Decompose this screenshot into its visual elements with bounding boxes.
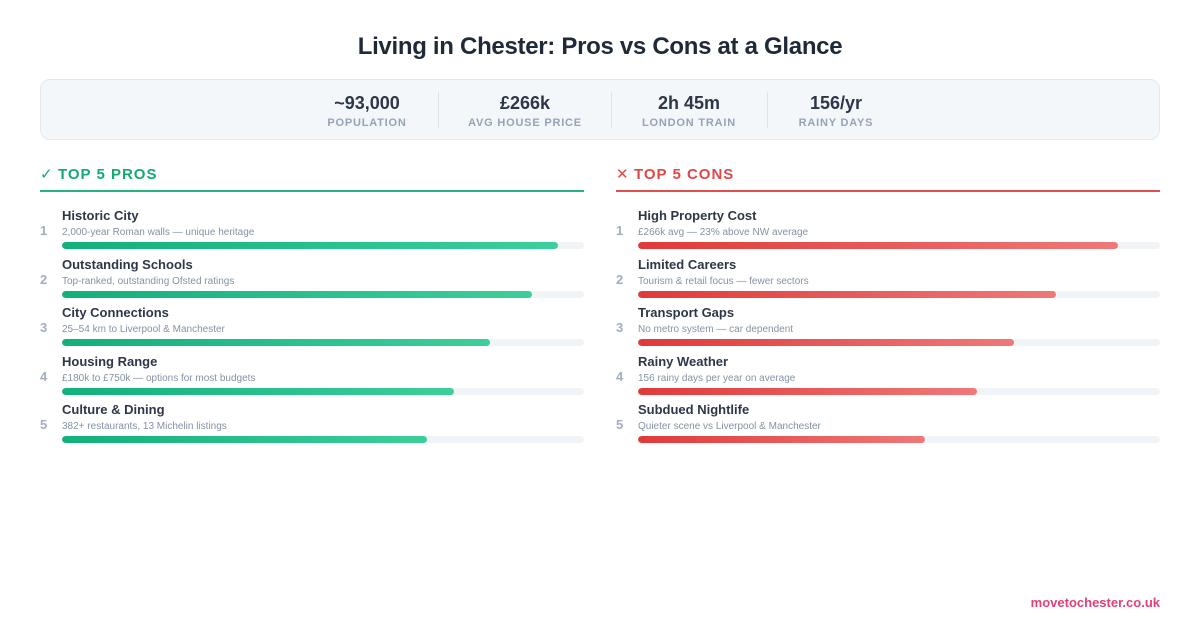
cons-item: 3 Transport Gaps No metro system — car dep…: [616, 305, 1160, 354]
pros-column: ✓ TOP 5 PROS 1 Historic City 2,000-year Rom…: [40, 164, 584, 443]
check-icon: ✓: [40, 166, 54, 183]
item-description: 382+ restaurants, 13 Michelin listings: [62, 421, 227, 432]
score-bar-track: [638, 436, 1160, 443]
item-description: £266k avg — 23% above NW average: [638, 227, 809, 238]
item-title: Housing Range: [62, 353, 158, 369]
item-description: Tourism & retail focus — fewer sectors: [638, 275, 809, 287]
score-bar-track: [638, 242, 1160, 249]
cons-item: 2 Limited Careers Tourism & retail focus —…: [616, 257, 1160, 306]
cons-heading: ✕ TOP 5 CONS: [616, 164, 1160, 192]
score-bar-fill: [62, 339, 491, 346]
score-bar-fill: [62, 387, 454, 395]
item-title: Transport Gaps: [638, 305, 735, 320]
score-bar-track: [62, 387, 584, 395]
cross-icon: ✕: [616, 166, 630, 183]
item-title: Rainy Weather: [638, 353, 729, 369]
score-bar-track: [62, 436, 584, 443]
item-rank: 5: [616, 417, 624, 432]
pros-item: 3 City Connections 25–54 km to Liverpool &…: [40, 305, 584, 354]
score-bar-fill: [62, 242, 558, 249]
score-bar-fill: [62, 436, 428, 443]
stat-population: ~93,000 POPULATION: [299, 92, 435, 129]
stat-value: 2h 45m: [657, 93, 721, 113]
score-bar-track: [638, 339, 1160, 346]
score-bar-fill: [638, 387, 978, 395]
item-description: No metro system — car dependent: [638, 324, 794, 335]
score-bar-track: [62, 339, 584, 346]
score-bar-fill: [62, 290, 532, 298]
item-title: Culture & Dining: [62, 402, 165, 417]
stat-value: 156/yr: [809, 93, 863, 113]
cons-item: 1 High Property Cost £266k avg — 23% above…: [616, 208, 1160, 257]
item-title: Outstanding Schools: [62, 256, 193, 272]
stat-london-train: 2h 45m LONDON TRAIN: [624, 92, 754, 129]
pros-item: 1 Historic City 2,000-year Roman walls — u…: [40, 208, 584, 257]
pros-item: 5 Culture & Dining 382+ restaurants, 13 Mi…: [40, 402, 584, 451]
score-bar-track: [62, 242, 584, 249]
cons-column: ✕ TOP 5 CONS 1 High Property Cost £266k avg…: [616, 164, 1160, 443]
item-title: Subdued Nightlife: [638, 402, 750, 417]
score-bar-fill: [638, 436, 926, 443]
stat-label: AVG HOUSE PRICE: [468, 117, 582, 129]
item-description: 2,000-year Roman walls — unique heritage: [62, 227, 255, 238]
score-bar-fill: [638, 339, 1014, 346]
site-url-footer: movetochester.co.uk: [1030, 595, 1160, 610]
stat-value: ~93,000: [334, 93, 400, 113]
pros-item: 2 Outstanding Schools Top-ranked, outstand…: [40, 257, 584, 306]
item-rank: 2: [40, 271, 48, 287]
item-description: £180k to £750k — options for most budget…: [62, 372, 256, 384]
item-rank: 4: [40, 368, 48, 384]
item-rank: 1: [616, 223, 624, 238]
pros-item: 4 Housing Range £180k to £750k — options f…: [40, 354, 584, 403]
item-rank: 3: [616, 320, 624, 335]
item-rank: 4: [616, 368, 624, 384]
stat-label: POPULATION: [327, 117, 407, 129]
score-bar-fill: [638, 242, 1119, 249]
cons-item: 5 Subdued Nightlife Quieter scene vs Liver…: [616, 402, 1160, 451]
stat-label: RAINY DAYS: [798, 117, 874, 129]
score-bar-fill: [638, 290, 1056, 298]
stats-bar: ~93,000 POPULATION £266k AVG HOUSE PRICE…: [40, 79, 1160, 140]
item-rank: 1: [40, 223, 48, 238]
item-description: Quieter scene vs Liverpool & Manchester: [638, 421, 821, 432]
item-rank: 3: [40, 320, 48, 335]
item-title: City Connections: [62, 305, 169, 320]
pros-heading-label: TOP 5 PROS: [58, 166, 158, 183]
score-bar-track: [638, 290, 1160, 298]
item-description: Top-ranked, outstanding Ofsted ratings: [62, 275, 235, 287]
cons-item: 4 Rainy Weather 156 rainy days per year on…: [616, 354, 1160, 403]
item-rank: 2: [616, 271, 624, 287]
stat-avg-house-price: £266k AVG HOUSE PRICE: [455, 92, 595, 129]
item-description: 156 rainy days per year on average: [638, 372, 796, 384]
item-title: Historic City: [62, 208, 139, 223]
item-title: High Property Cost: [638, 208, 757, 223]
stat-value: £266k: [499, 93, 551, 113]
score-bar-track: [638, 387, 1160, 395]
item-title: Limited Careers: [638, 256, 737, 272]
stat-divider: [611, 92, 612, 128]
item-rank: 5: [40, 417, 48, 432]
score-bar-track: [62, 290, 584, 298]
stat-label: LONDON TRAIN: [642, 117, 736, 129]
page-title: Living in Chester: Pros vs Cons at a Gla…: [357, 33, 843, 60]
item-description: 25–54 km to Liverpool & Manchester: [62, 324, 225, 335]
stat-divider: [767, 92, 768, 128]
stat-divider: [438, 92, 439, 128]
cons-heading-label: TOP 5 CONS: [634, 166, 735, 183]
pros-heading: ✓ TOP 5 PROS: [40, 164, 584, 192]
stat-rainy-days: 156/yr RAINY DAYS: [781, 92, 891, 129]
